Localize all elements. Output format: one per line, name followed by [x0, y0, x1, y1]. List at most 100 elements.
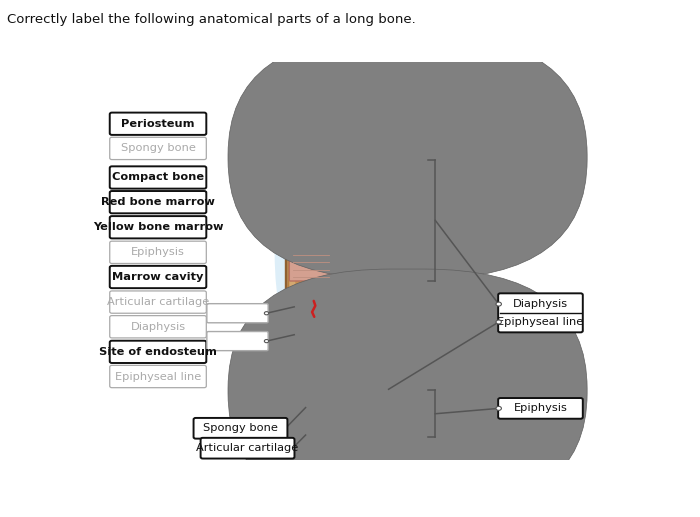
Circle shape — [291, 399, 298, 404]
FancyBboxPatch shape — [110, 166, 206, 189]
FancyBboxPatch shape — [262, 373, 360, 448]
FancyBboxPatch shape — [288, 151, 334, 411]
FancyBboxPatch shape — [110, 366, 206, 388]
FancyBboxPatch shape — [255, 76, 367, 165]
Circle shape — [496, 302, 501, 306]
FancyBboxPatch shape — [228, 269, 587, 513]
Circle shape — [316, 416, 322, 420]
Circle shape — [414, 112, 421, 117]
Circle shape — [496, 406, 501, 410]
Text: Epiphyseal line: Epiphyseal line — [115, 372, 201, 382]
Circle shape — [388, 401, 392, 404]
Text: Periosteum: Periosteum — [121, 119, 195, 129]
Circle shape — [422, 114, 427, 117]
FancyBboxPatch shape — [302, 240, 320, 385]
Circle shape — [414, 406, 421, 412]
Circle shape — [407, 107, 412, 110]
Circle shape — [324, 425, 330, 430]
Text: Yellow bone marrow: Yellow bone marrow — [93, 222, 223, 232]
Text: Spongy bone: Spongy bone — [120, 143, 195, 154]
Circle shape — [419, 114, 423, 117]
FancyBboxPatch shape — [110, 191, 206, 214]
FancyBboxPatch shape — [201, 438, 295, 459]
Circle shape — [332, 111, 337, 114]
FancyBboxPatch shape — [110, 216, 206, 238]
FancyBboxPatch shape — [386, 145, 428, 403]
FancyBboxPatch shape — [267, 82, 354, 112]
FancyBboxPatch shape — [110, 138, 206, 160]
Circle shape — [288, 420, 294, 424]
Circle shape — [265, 312, 269, 315]
FancyBboxPatch shape — [194, 418, 288, 438]
Circle shape — [286, 133, 290, 136]
Circle shape — [335, 133, 340, 136]
Circle shape — [284, 135, 288, 139]
FancyBboxPatch shape — [498, 293, 583, 332]
Circle shape — [389, 422, 396, 428]
Circle shape — [418, 399, 425, 404]
Circle shape — [293, 133, 297, 137]
FancyBboxPatch shape — [110, 241, 206, 264]
FancyBboxPatch shape — [289, 251, 332, 281]
Text: Spongy bone: Spongy bone — [203, 423, 278, 433]
Polygon shape — [279, 105, 342, 150]
Circle shape — [420, 139, 427, 144]
FancyBboxPatch shape — [110, 266, 206, 288]
Text: Epiphysis: Epiphysis — [131, 247, 185, 257]
FancyBboxPatch shape — [207, 331, 268, 351]
Circle shape — [265, 340, 269, 343]
Text: Articular cartilage: Articular cartilage — [197, 443, 299, 453]
Circle shape — [294, 392, 301, 397]
FancyBboxPatch shape — [110, 315, 206, 338]
Circle shape — [312, 131, 316, 134]
Circle shape — [390, 428, 395, 431]
Circle shape — [309, 115, 314, 118]
Circle shape — [298, 137, 302, 140]
FancyBboxPatch shape — [110, 291, 206, 313]
FancyBboxPatch shape — [498, 398, 583, 419]
Circle shape — [402, 432, 407, 436]
Circle shape — [387, 93, 393, 97]
Circle shape — [405, 103, 412, 108]
Text: Red bone marrow: Red bone marrow — [101, 197, 215, 207]
Circle shape — [392, 127, 396, 130]
Circle shape — [332, 120, 336, 124]
FancyBboxPatch shape — [110, 341, 206, 363]
Circle shape — [407, 108, 411, 111]
Circle shape — [402, 413, 406, 416]
Circle shape — [405, 112, 409, 115]
FancyBboxPatch shape — [207, 303, 268, 323]
FancyBboxPatch shape — [375, 387, 440, 439]
FancyBboxPatch shape — [295, 156, 327, 406]
Circle shape — [411, 391, 418, 397]
Circle shape — [389, 424, 393, 428]
Circle shape — [393, 97, 397, 99]
FancyBboxPatch shape — [110, 113, 206, 135]
Circle shape — [298, 388, 304, 393]
Circle shape — [410, 109, 414, 112]
Circle shape — [296, 400, 302, 405]
Text: Diaphysis: Diaphysis — [130, 322, 186, 332]
FancyBboxPatch shape — [228, 35, 587, 279]
Circle shape — [416, 403, 421, 406]
Circle shape — [387, 104, 393, 109]
Circle shape — [399, 120, 404, 124]
Circle shape — [294, 390, 300, 395]
Circle shape — [286, 115, 290, 118]
Circle shape — [400, 416, 407, 421]
Circle shape — [396, 102, 400, 105]
Circle shape — [315, 408, 321, 413]
Ellipse shape — [274, 80, 443, 427]
Circle shape — [496, 320, 501, 324]
Circle shape — [420, 409, 425, 413]
Circle shape — [413, 127, 417, 130]
Circle shape — [387, 104, 393, 109]
Circle shape — [302, 108, 307, 111]
FancyBboxPatch shape — [363, 379, 452, 448]
Text: Epiphysis: Epiphysis — [514, 403, 568, 414]
Circle shape — [302, 121, 307, 124]
Circle shape — [284, 132, 288, 135]
Circle shape — [328, 127, 332, 130]
FancyBboxPatch shape — [361, 79, 454, 160]
Circle shape — [313, 408, 320, 413]
